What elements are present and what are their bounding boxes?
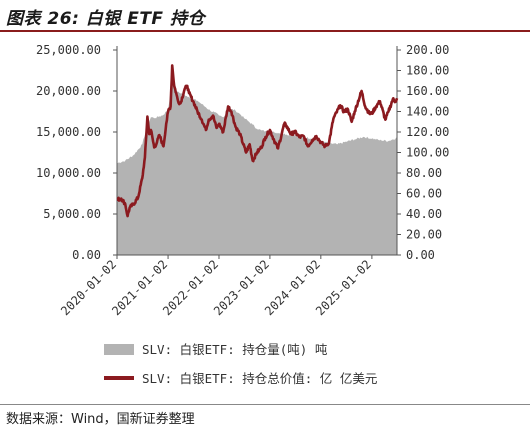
right-tick-label: 160.00 [406, 84, 449, 98]
chart-svg: 0.00 5,000.00 10,000.00 15,000.00 20,000.00 2… [36, 43, 449, 386]
left-tick-label: 20,000.00 [36, 84, 101, 98]
chart-container: 0.00 5,000.00 10,000.00 15,000.00 20,000.00 2… [0, 32, 530, 405]
right-tick-label: 180.00 [406, 64, 449, 78]
right-tick-label: 120.00 [406, 125, 449, 139]
holdings-area [117, 80, 397, 255]
right-tick-label: 200.00 [406, 43, 449, 57]
right-tick-label: 20.00 [406, 228, 442, 242]
left-tick-label: 5,000.00 [43, 207, 101, 221]
right-tick-label: 60.00 [406, 187, 442, 201]
area-layer [117, 80, 397, 255]
right-tick-label: 0.00 [406, 248, 435, 262]
right-tick-label: 100.00 [406, 146, 449, 160]
legend-label-line: SLV: 白银ETF: 持仓总价值: 亿 亿美元 [142, 371, 377, 386]
right-tick-label: 40.00 [406, 207, 442, 221]
right-tick-label: 80.00 [406, 166, 442, 180]
left-tick-label: 15,000.00 [36, 125, 101, 139]
left-tick-label: 0.00 [72, 248, 101, 262]
legend-swatch-area [104, 344, 134, 355]
source-note: 数据来源：Wind，国新证券整理 [6, 412, 195, 427]
line-layer [116, 64, 399, 218]
left-tick-label: 10,000.00 [36, 166, 101, 180]
right-tick-label: 140.00 [406, 105, 449, 119]
title-divider [0, 30, 530, 32]
chart-title: 图表 26: 白银 ETF 持仓 [6, 9, 205, 29]
legend: SLV: 白银ETF: 持仓量(吨) 吨 SLV: 白银ETF: 持仓总价值: 亿… [104, 342, 377, 386]
source-divider [0, 404, 530, 405]
legend-label-area: SLV: 白银ETF: 持仓量(吨) 吨 [142, 342, 328, 357]
left-tick-label: 25,000.00 [36, 43, 101, 57]
value-line [116, 64, 399, 218]
